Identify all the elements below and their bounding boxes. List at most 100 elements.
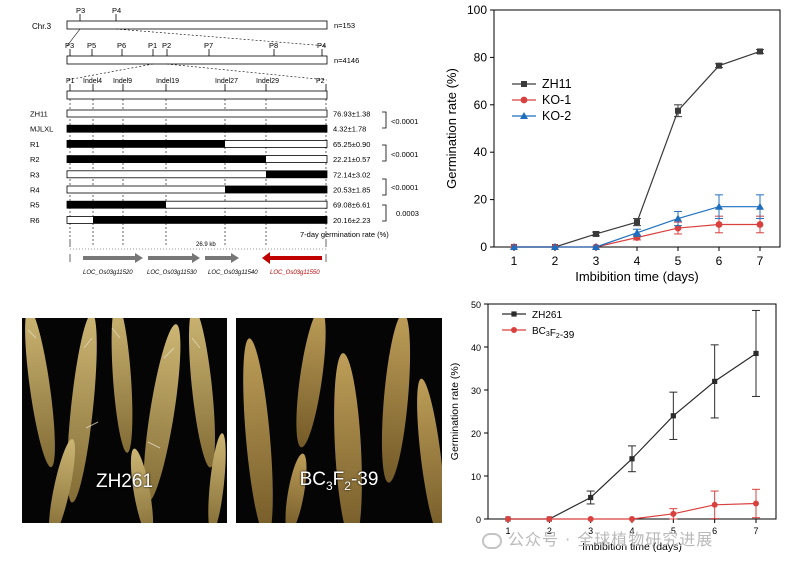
germination-chart-nil: 0 10 20 30 40 50 1 2 3 4 5 6 7 Imbibition time (days)…: [449, 300, 777, 553]
y-axis-label: Germination rate (%): [444, 68, 459, 189]
line-name: MJLXL: [30, 125, 53, 134]
panicle-photo-zh261: ZH261: [22, 318, 227, 523]
data-point: [633, 228, 641, 236]
data-point: [674, 224, 682, 232]
y-tick-label: 60: [474, 98, 488, 112]
x-tick-label: 1: [511, 254, 518, 268]
data-point: [593, 230, 599, 237]
data-point: [674, 214, 682, 222]
germination-rate-value: 22.21±0.57: [333, 155, 370, 164]
interval-size: 26.9 kb: [196, 242, 216, 248]
line-name: R1: [30, 140, 40, 149]
legend-label: BC3F2-39: [532, 326, 575, 341]
gene-name: LOC_Os03g11520: [83, 270, 133, 276]
data-point: [551, 243, 559, 250]
line-name: ZH11: [30, 110, 48, 119]
x-tick-label: 7: [753, 526, 758, 536]
data-point: [511, 327, 517, 333]
data-point: [510, 243, 518, 250]
germination-chart-knockout: 0 20 40 60 80 100 1 2 3 4 5 6 7 Imbibition time (days…: [444, 3, 781, 284]
legend-label: ZH11: [542, 77, 572, 91]
x-tick-label: 2: [547, 526, 552, 536]
legend-entry: BC3F2-39: [502, 326, 575, 341]
x-tick-label: 1: [505, 526, 510, 536]
data-point: [675, 107, 681, 114]
y-tick-label: 0: [476, 515, 481, 525]
x-tick-label: 7: [757, 254, 764, 268]
p-value: 0.0003: [396, 209, 419, 218]
data-point: [587, 516, 594, 522]
population-size: n=153: [334, 21, 355, 30]
marker-label: P5: [87, 41, 96, 50]
photo-label-zh261: ZH261: [95, 471, 154, 492]
marker-label: P7: [204, 41, 213, 50]
y-tick-label: 10: [471, 472, 481, 482]
recombinant-line: R4 20.53±1.85: [30, 186, 370, 195]
line-name: R2: [30, 155, 40, 164]
recombinant-line: R3 72.14±3.02: [30, 170, 370, 179]
p-value: <0.0001: [391, 183, 418, 192]
marker-label: P2: [162, 41, 171, 50]
data-point: [520, 112, 528, 119]
x-tick-label: 5: [671, 526, 676, 536]
line-name: R5: [30, 201, 40, 210]
fine-mapping-panel: Chr.3 P3 P4 n=153 P3 P5 P6 P1 P2 P7 P8 P4 n=414…: [30, 6, 419, 276]
y-axis-label: Germination rate (%): [449, 363, 461, 460]
gene-name: LOC_Os03g11530: [147, 270, 197, 276]
legend-label: KO-2: [542, 109, 571, 123]
population-size: n=4146: [334, 56, 359, 65]
x-tick-label: 6: [712, 526, 717, 536]
marker-label: P3: [65, 41, 74, 50]
germination-rate-value: 69.08±6.61: [333, 201, 370, 210]
data-point: [715, 221, 723, 228]
x-tick-label: 6: [716, 254, 723, 268]
x-tick-label: 3: [593, 254, 600, 268]
x-axis-label: Imbibition time (days): [582, 541, 682, 553]
data-point: [715, 202, 723, 210]
recombinant-line: R1 65.25±0.90: [30, 140, 370, 149]
line-name: R4: [30, 186, 40, 195]
y-tick-label: 100: [467, 3, 487, 17]
marker-label: P4: [112, 6, 121, 15]
data-point: [757, 48, 763, 55]
recombinant-line: R5 69.08±6.61: [30, 201, 370, 210]
marker-label: P1: [66, 78, 75, 85]
data-point: [711, 501, 718, 508]
gene-arrow: [148, 253, 200, 263]
germination-rate-value: 76.93±1.38: [333, 110, 370, 119]
series-line: [514, 206, 760, 248]
plot-frame: [493, 9, 781, 248]
marker-label: P8: [269, 41, 278, 50]
legend-entry: KO-1: [512, 93, 571, 107]
series-line: [508, 352, 757, 520]
recombinant-line: R2 22.21±0.57: [30, 155, 370, 164]
marker-label: Indel29: [256, 78, 279, 85]
y-tick-label: 40: [474, 145, 488, 159]
fine-map-bar: [66, 55, 328, 65]
candidate-gene-name: LOC_Os03g11550: [270, 270, 320, 276]
rate-caption: 7-day germination rate (%): [300, 230, 389, 239]
marker-label: Indel19: [156, 78, 179, 85]
panicle-photo-bc3f2-39: BC3F2-39: [236, 318, 442, 523]
marker-label: P2: [316, 78, 325, 85]
line-name: R6: [30, 216, 40, 225]
germination-rate-value: 65.25±0.90: [333, 140, 370, 149]
germination-rate-value: 72.14±3.02: [333, 170, 370, 179]
photo-label-bc3f2-39: BC3F2-39: [299, 469, 379, 493]
y-tick-label: 50: [471, 300, 481, 310]
watermark: 公众号 · 全球植物研究进展: [482, 526, 713, 550]
gene-arrow: [205, 253, 239, 263]
data-point: [546, 516, 553, 522]
data-point: [629, 516, 635, 522]
y-tick-label: 30: [471, 386, 481, 396]
legend-entry: KO-2: [512, 109, 571, 123]
y-tick-label: 80: [474, 50, 488, 64]
candidate-interval-bar: [66, 90, 328, 100]
chromosome-bar: [66, 20, 328, 30]
data-point: [716, 62, 722, 69]
x-axis-label: Imbibition time (days): [575, 269, 699, 284]
y-tick-label: 0: [480, 240, 487, 254]
data-point: [712, 378, 718, 384]
legend-entry: ZH11: [512, 77, 572, 91]
germination-rate-value: 20.16±2.23: [333, 216, 370, 225]
